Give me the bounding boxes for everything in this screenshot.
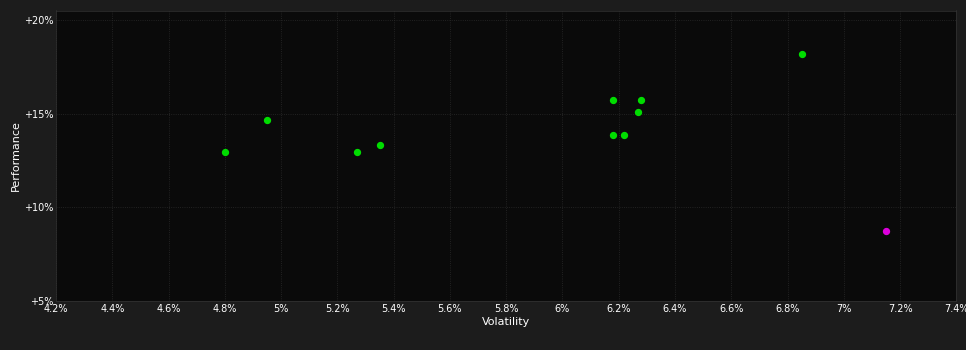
Point [634,98,649,103]
Point [631,109,646,114]
Point [606,132,621,138]
Point [616,132,632,138]
Point [794,51,810,56]
Point [217,149,233,155]
Point [606,98,621,103]
Point [372,143,387,148]
Point [350,149,365,155]
Point [878,228,894,233]
Y-axis label: Performance: Performance [11,120,21,191]
X-axis label: Volatility: Volatility [482,316,530,327]
Point [259,117,274,123]
